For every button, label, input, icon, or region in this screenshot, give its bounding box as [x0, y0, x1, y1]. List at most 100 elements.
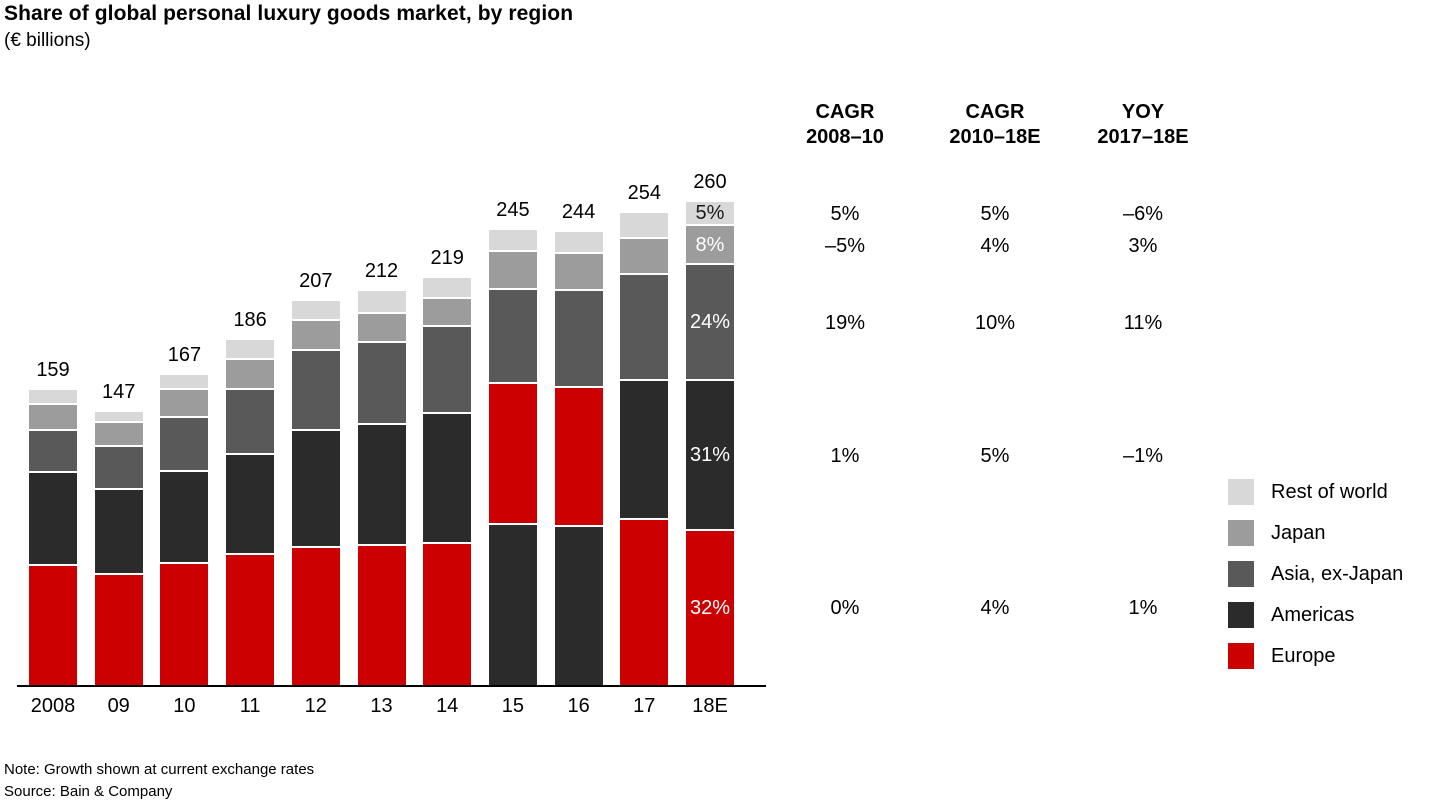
legend-swatch-japan	[1228, 520, 1254, 546]
bar-total-label-16: 244	[561, 201, 596, 223]
table-header-line: YOY	[1121, 101, 1165, 123]
table-cell-asia-ex-japan: 10%	[974, 311, 1016, 334]
legend-swatch-europe	[1228, 643, 1254, 669]
bar-total-label-11: 186	[233, 308, 267, 331]
table-cell-americas: 1%	[830, 444, 860, 467]
bar-segment-japan	[226, 360, 275, 390]
legend-swatch-rest-of-world	[1228, 479, 1254, 505]
bar-17	[620, 213, 669, 685]
bar-segment-japan	[554, 254, 603, 292]
chart-subtitle: (€ billions)	[4, 30, 91, 51]
bar-segment-asia-ex-japan: 24%	[686, 265, 734, 381]
table-cell-europe: 4%	[980, 596, 1010, 619]
table-header-line: 2008–10	[806, 126, 884, 148]
bar-segment-europe	[226, 555, 275, 685]
bar-segment-americas	[291, 430, 340, 548]
table-cell-americas: 5%	[980, 444, 1010, 467]
bar-total-label-17: 254	[627, 182, 661, 205]
table-cell-japan: –5%	[824, 234, 866, 257]
bar-total-label-10: 167	[167, 343, 202, 366]
x-tick-label-11: 11	[239, 695, 261, 717]
bar-segment-americas	[29, 473, 77, 567]
table-cell-japan: 4%	[980, 234, 1010, 257]
table-cell-asia-ex-japan: 11%	[1123, 311, 1163, 334]
bar-segment-europe	[291, 547, 340, 685]
x-tick-label-12: 12	[304, 695, 327, 717]
bar-segment-europe	[29, 566, 77, 685]
table-cell-rest-of-world: 5%	[980, 203, 1010, 226]
legend-item-europe: Europe	[1228, 643, 1403, 669]
bar-segment-europe	[94, 575, 143, 685]
table-header-line: CAGR	[815, 101, 875, 123]
bar-segment-europe	[160, 564, 209, 685]
legend-label-japan: Japan	[1271, 521, 1326, 544]
bar-11	[226, 339, 275, 685]
bar-segment-europe	[620, 519, 669, 685]
bar-segment-americas	[488, 525, 537, 685]
segment-pct-label-japan: 8%	[695, 233, 725, 256]
bar-segment-japan: 8%	[686, 226, 734, 266]
x-tick-label-2008: 2008	[30, 695, 76, 717]
bar-segment-americas	[554, 527, 603, 685]
bar-10	[160, 374, 209, 685]
table-cell-rest-of-world: –6%	[1122, 203, 1164, 226]
bar-09	[94, 412, 143, 685]
bar-segment-rest-of-world	[226, 339, 275, 361]
legend-label-asia-ex-japan: Asia, ex-Japan	[1271, 562, 1404, 585]
bar-segment-americas	[620, 380, 669, 520]
x-tick-label-10: 10	[173, 695, 196, 717]
bar-segment-americas	[226, 454, 275, 556]
bar-segment-rest-of-world	[357, 291, 406, 314]
bar-13	[357, 291, 406, 685]
bar-total-label-15: 245	[496, 199, 530, 222]
bar-15	[488, 230, 537, 685]
bar-segment-asia-ex-japan	[488, 289, 537, 385]
table-header-cagr-2010-18e: CAGR 2010–18E	[900, 100, 1090, 150]
bar-segment-japan	[291, 321, 340, 351]
segment-pct-label-europe: 32%	[689, 596, 731, 619]
table-cell-americas: –1%	[1122, 444, 1164, 467]
bar-segment-europe	[357, 545, 406, 685]
legend-swatch-asia-ex-japan	[1228, 561, 1254, 587]
chart-title: Share of global personal luxury goods ma…	[4, 2, 574, 25]
bar-16	[554, 232, 603, 685]
bar-12	[291, 300, 340, 685]
bar-segment-rest-of-world	[160, 374, 209, 390]
note-text: Note: Growth shown at current exchange r…	[4, 761, 315, 778]
table-header-line: CAGR	[965, 101, 1025, 123]
legend-item-asia-ex-japan: Asia, ex-Japan	[1228, 561, 1403, 587]
table-cell-europe: 1%	[1128, 596, 1158, 619]
legend-label-rest-of-world: Rest of world	[1271, 480, 1388, 503]
legend-item-rest-of-world: Rest of world	[1228, 479, 1403, 505]
bar-2008	[29, 389, 77, 685]
bar-segment-japan	[357, 313, 406, 344]
bar-segment-asia-ex-japan	[423, 326, 472, 414]
bar-segment-japan	[94, 423, 143, 448]
bar-segment-japan	[423, 298, 472, 327]
bar-segment-rest-of-world	[291, 300, 340, 322]
bar-segment-japan	[29, 404, 77, 431]
bar-segment-americas	[423, 413, 472, 544]
bar-segment-asia-ex-japan	[29, 430, 77, 474]
bar-segment-rest-of-world	[94, 412, 143, 424]
bar-segment-rest-of-world: 5%	[686, 202, 734, 227]
bar-segment-asia-ex-japan	[226, 389, 275, 455]
bar-total-label-2008: 159	[36, 358, 70, 381]
bar-segment-asia-ex-japan	[554, 291, 603, 388]
bar-segment-japan	[488, 252, 537, 290]
bar-14	[423, 278, 472, 685]
bar-segment-rest-of-world	[488, 230, 537, 253]
bar-total-label-18e: 260	[693, 171, 727, 194]
bar-segment-rest-of-world	[423, 278, 472, 299]
x-axis-line	[17, 685, 766, 687]
bar-segment-europe: 32%	[686, 530, 734, 685]
table-header-cagr-2008-10: CAGR 2008–10	[750, 100, 940, 150]
table-cell-asia-ex-japan: 19%	[824, 311, 866, 334]
x-tick-label-09: 09	[107, 695, 130, 717]
bar-segment-europe	[423, 543, 472, 685]
segment-pct-label-asia-ex-japan: 24%	[689, 310, 731, 333]
legend-swatch-americas	[1228, 602, 1254, 628]
bar-segment-japan	[620, 239, 669, 275]
bar-segment-asia-ex-japan	[94, 447, 143, 491]
